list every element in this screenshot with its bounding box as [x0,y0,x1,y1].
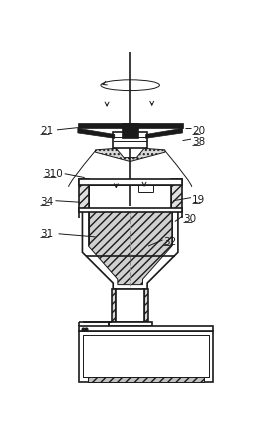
Text: 38: 38 [192,137,205,147]
Bar [116,289,144,322]
Bar [78,179,182,185]
Text: 30: 30 [183,214,196,224]
Text: 21: 21 [40,126,53,136]
Bar [83,335,88,377]
Polygon shape [83,210,178,289]
Text: 31: 31 [40,229,53,239]
Polygon shape [89,211,172,285]
Bar [113,289,116,322]
Text: 32: 32 [163,237,177,247]
Bar [88,377,204,381]
Bar [109,322,152,326]
Bar [78,207,182,212]
Text: 20: 20 [192,126,205,136]
Polygon shape [96,148,165,161]
Polygon shape [146,128,183,138]
Bar [204,335,209,377]
Bar [78,326,213,331]
Bar [78,179,89,210]
Text: 310: 310 [43,169,63,179]
Bar [113,132,147,148]
Text: 19: 19 [192,194,205,204]
Bar [83,335,209,377]
Bar [78,331,213,381]
Polygon shape [78,128,115,138]
Text: 34: 34 [40,197,53,207]
Bar [171,179,182,210]
Polygon shape [122,123,138,138]
Polygon shape [78,123,183,128]
Bar [144,289,148,322]
